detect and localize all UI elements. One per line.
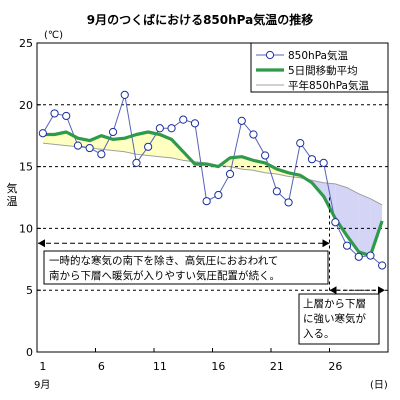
x-tick-label: 1 (39, 360, 46, 373)
data-point (108, 127, 118, 137)
legend-label: 850hPa気温 (288, 49, 348, 62)
arrow-head (378, 286, 385, 295)
data-point (202, 197, 211, 206)
legend-box (250, 42, 389, 93)
data-point (62, 111, 71, 121)
legend-label: 平年850hPa気温 (288, 79, 369, 92)
series-lines (42, 94, 384, 266)
x-tick-label: 26 (328, 360, 342, 373)
data-point (50, 109, 59, 118)
x-tick-label: 16 (211, 360, 225, 373)
x-axis-ticks: 1 6 11 16 21 26 (36, 348, 342, 373)
data-point (225, 169, 235, 179)
x-unit-label: (日) (370, 380, 388, 391)
data-point (132, 158, 141, 167)
annotation-text: 南から下層へ暖気が入りやすい気圧配置が続く。 (49, 269, 280, 282)
data-point (179, 115, 188, 124)
annotation-text: 入る。 (303, 328, 335, 340)
data-point (342, 241, 352, 250)
data-point (97, 150, 106, 159)
anomaly-fill-segment (148, 132, 160, 157)
y-axis-label: 気温 (7, 181, 18, 208)
anomaly-fill-segment (159, 134, 172, 158)
annotation-box (298, 293, 380, 345)
y-axis-label-char: 温 (7, 195, 18, 208)
x-tick-label: 21 (270, 360, 284, 373)
y-axis-label-char: 気 (7, 181, 18, 195)
arrow-head (322, 239, 330, 248)
data-point (144, 142, 153, 151)
y-tick-label: 10 (19, 222, 33, 235)
annotation-text: 上層から下層 (303, 298, 366, 310)
x-tick-label: 6 (98, 360, 105, 373)
data-point (272, 187, 281, 196)
legend-label: 5日間移動平均 (288, 64, 358, 77)
data-point (167, 124, 176, 133)
arrow-head (329, 286, 337, 295)
annotations: 一時的な寒気の南下を除き、高気圧におおわれて南から下層へ暖気が入りやすい気圧配置… (38, 197, 385, 345)
anomaly-fill-segment (113, 138, 125, 152)
series-markers (38, 90, 387, 270)
data-point (190, 119, 200, 128)
annotation-text: 一時的な寒気の南下を除き、高気圧におおわれて (49, 254, 278, 267)
series-line-moving-average (42, 130, 384, 258)
data-point (120, 90, 129, 100)
data-point (331, 218, 340, 227)
legend-swatch-marker (265, 50, 275, 60)
data-point (307, 155, 317, 164)
chart-title: 9月のつくばにおける850hPa気温の推移 (87, 12, 314, 27)
data-point (319, 158, 328, 167)
data-point (237, 116, 246, 125)
anomaly-fill-segment (335, 183, 347, 236)
arrow-head (38, 239, 45, 248)
anomaly-fill-segment (124, 134, 137, 155)
y-tick-label: 15 (19, 161, 33, 174)
series-line-observed (42, 94, 383, 266)
data-point (261, 151, 270, 160)
y-tick-label: 5 (26, 284, 33, 297)
x-tick-label: 11 (153, 360, 167, 373)
y-tick-label: 0 (26, 346, 33, 359)
y-axis-ticks: 0 5 10 15 20 25 (19, 37, 41, 359)
annotation-text: に強い寒気が (303, 312, 366, 325)
anomaly-fill-segment (358, 193, 371, 256)
data-point (73, 141, 83, 150)
data-point (155, 124, 164, 133)
y-tick-label: 20 (19, 99, 33, 112)
data-point (378, 261, 387, 270)
y-tick-label: 25 (19, 37, 33, 50)
data-point (214, 190, 223, 200)
data-point (38, 129, 47, 138)
data-point (249, 130, 258, 139)
data-point (284, 198, 293, 207)
data-point (296, 139, 305, 148)
annotation-box (43, 250, 329, 285)
data-point (85, 143, 94, 153)
anomaly-fill-segment (347, 187, 359, 252)
data-point (354, 252, 363, 261)
data-point (366, 251, 375, 260)
anomaly-fill-segment (370, 198, 383, 256)
anomaly-fill-segment (42, 134, 55, 145)
y-unit-label: (℃) (44, 30, 63, 41)
x-month-label: 9月 (34, 379, 50, 391)
